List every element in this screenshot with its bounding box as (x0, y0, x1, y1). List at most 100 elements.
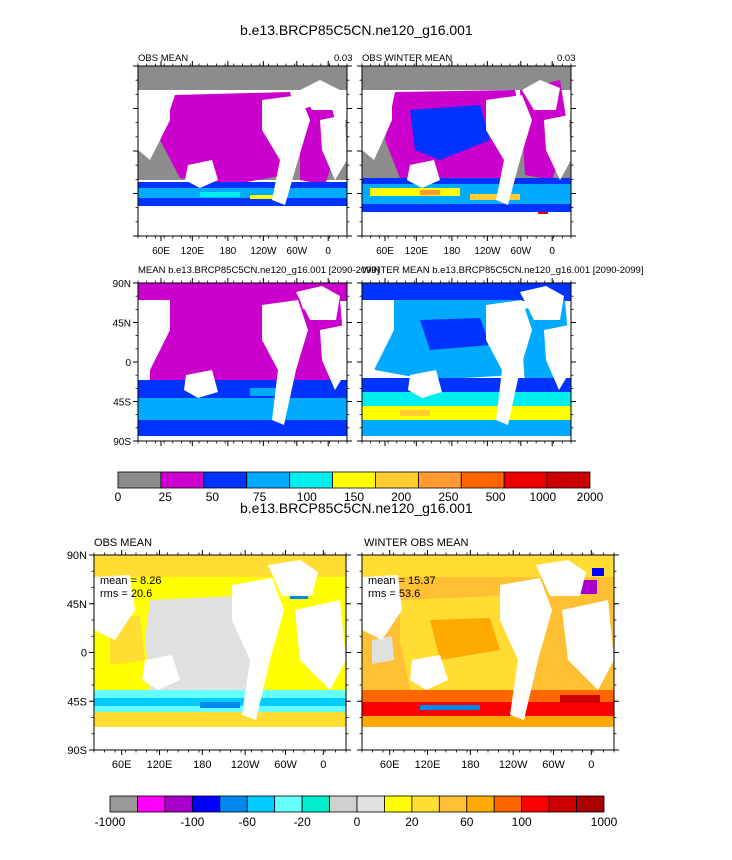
colorbar2-swatch (356, 795, 385, 813)
x-tick-label: 60E (380, 759, 400, 771)
colorbar2-swatch (191, 795, 221, 813)
colorbar-1: 0 25 50 75 100 150 200 250 500 1000 2000 (115, 471, 604, 504)
x-tick-label: 0 (549, 246, 555, 257)
panel-diffw-rms: rms = 53.6 (368, 588, 421, 600)
panel-model-label: MEAN b.e13.BRCP85C5CN.ne120_g16.001 [209… (138, 265, 380, 276)
colorbar1-label: 0 (115, 490, 122, 504)
x-tick-label: 60E (152, 246, 170, 257)
colorbar2-swatch (329, 795, 358, 813)
colorbar1-label: 25 (159, 490, 173, 504)
colorbar2-swatch (301, 795, 330, 813)
panel-diff-mean: mean = 8.26 (100, 575, 162, 587)
panel-obs-label: OBS MEAN (138, 53, 189, 64)
figure2-title: b.e13.BRCP85C5CN.ne120_g16.001 (240, 500, 473, 516)
x-tick-label: 180 (461, 759, 479, 771)
axis-ticks (89, 61, 619, 755)
colorbar1-swatch (460, 471, 505, 489)
map-model-mean (138, 283, 347, 441)
x-tick-label: 60E (112, 759, 132, 771)
panel-obsw-corner: 0.03 (557, 53, 576, 64)
colorbar1-label: 50 (206, 490, 220, 504)
y-tick-label: 45N (67, 599, 87, 611)
x-tick-label: 120W (231, 759, 260, 771)
map-model-winter-mean (362, 283, 571, 441)
colorbar2-swatch (246, 795, 276, 813)
y-tick-label: 0 (125, 358, 131, 369)
colorbar2-label: 100 (512, 815, 532, 829)
x-tick-label: 60W (274, 759, 297, 771)
colorbar1-label: 75 (253, 490, 267, 504)
colorbar2-label: 1000 (591, 815, 618, 829)
panel-diffw-mean: mean = 15.37 (368, 575, 436, 587)
colorbar2-swatch (384, 795, 413, 813)
colorbar2-swatch (109, 795, 138, 813)
x-tick-label: 60W (287, 246, 308, 257)
colorbar1-swatch (117, 471, 162, 489)
y-tick-label: 90S (67, 745, 87, 757)
colorbar2-swatch (548, 795, 577, 813)
map-obs-winter-mean (362, 66, 571, 236)
colorbar2-label: -20 (293, 815, 311, 829)
x-tick-label: 0 (325, 246, 331, 257)
y-tick-label: 90N (67, 550, 87, 562)
panel-diff-rms: rms = 20.6 (100, 588, 153, 600)
x-tick-label: 180 (220, 246, 237, 257)
colorbar1-label: 200 (391, 490, 411, 504)
colorbar2-swatch (219, 795, 248, 813)
x-tick-label: 120E (415, 759, 441, 771)
colorbar2-swatch (466, 795, 495, 813)
colorbar1-swatch (546, 471, 591, 489)
x-tick-label: 0 (588, 759, 594, 771)
colorbar1-label: 1000 (529, 490, 556, 504)
colorbar1-label: 2000 (577, 490, 604, 504)
x-tick-label: 180 (444, 246, 461, 257)
colorbar2-swatch (274, 795, 303, 813)
colorbar2-swatch (576, 795, 605, 813)
colorbar1-swatch (375, 471, 419, 489)
colorbar2-label: -100 (180, 815, 204, 829)
y-tick-label: 45S (67, 696, 87, 708)
colorbar2-label: -60 (239, 815, 257, 829)
panel-diffw-label: WINTER OBS MEAN (364, 537, 469, 549)
x-tick-label: 60W (542, 759, 565, 771)
colorbar1-label: 250 (438, 490, 458, 504)
x-tick-label: 120E (405, 246, 429, 257)
colorbar-2: -1000 -100 -60 -20 0 20 60 100 1000 (95, 795, 618, 829)
colorbar2-swatch (411, 795, 440, 813)
colorbar2-swatch (493, 795, 523, 813)
colorbar2-label: -1000 (95, 815, 126, 829)
map-diff-obs-mean (94, 555, 346, 750)
panel-modelw-label: WINTER MEAN b.e13.BRCP85C5CN.ne120_g16.0… (362, 265, 644, 276)
colorbar1-swatch (503, 471, 548, 489)
colorbar2-label: 60 (460, 815, 474, 829)
y-tick-label: 45S (113, 398, 131, 409)
y-tick-label: 0 (81, 648, 87, 660)
x-tick-label: 120W (474, 246, 501, 257)
map-diff-winter-obs-mean (362, 555, 614, 750)
colorbar1-label: 100 (297, 490, 317, 504)
colorbar2-swatch (438, 795, 468, 813)
x-tick-label: 60E (376, 246, 394, 257)
axis-tick-labels: 60E 120E 180 120W 60W 0 60E 120E 180 120W 60W 0 90N 4… (67, 246, 595, 771)
figure1-title: b.e13.BRCP85C5CN.ne120_g16.001 (240, 22, 473, 38)
colorbar2-label: 0 (354, 815, 361, 829)
y-tick-label: 90S (113, 437, 131, 448)
colorbar1-label: 500 (486, 490, 506, 504)
x-tick-label: 0 (320, 759, 326, 771)
y-tick-label: 45N (113, 319, 131, 330)
x-tick-label: 60W (511, 246, 532, 257)
colorbar2-swatch (521, 795, 550, 813)
x-tick-label: 120W (499, 759, 528, 771)
colorbar1-swatch (417, 471, 462, 489)
panel-diff-label: OBS MEAN (94, 537, 153, 549)
x-tick-label: 180 (193, 759, 211, 771)
colorbar1-swatch (203, 471, 248, 489)
panel-obsw-label: OBS WINTER MEAN (362, 53, 453, 64)
colorbar2-swatch (137, 795, 166, 813)
colorbar1-swatch (332, 471, 376, 489)
colorbar1-label: 150 (344, 490, 364, 504)
colorbar2-label: 20 (405, 815, 419, 829)
colorbar2-swatch (164, 795, 193, 813)
x-tick-label: 120E (181, 246, 205, 257)
